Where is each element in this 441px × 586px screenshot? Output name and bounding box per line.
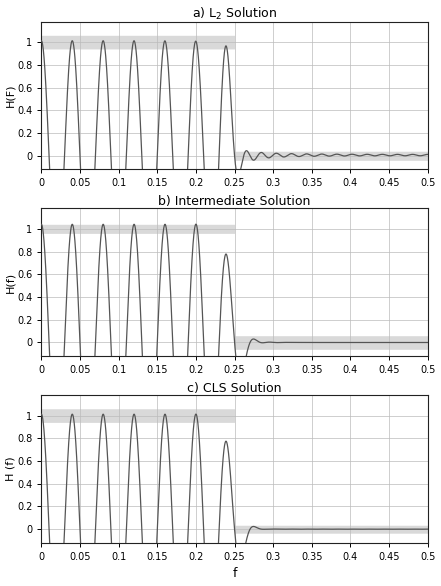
Title: b) Intermediate Solution: b) Intermediate Solution: [158, 195, 311, 209]
Title: c) CLS Solution: c) CLS Solution: [187, 382, 282, 395]
Y-axis label: H (f): H (f): [6, 456, 15, 481]
Y-axis label: H(F): H(F): [6, 84, 15, 107]
Title: a) L$_2$ Solution: a) L$_2$ Solution: [192, 5, 277, 22]
X-axis label: f: f: [232, 567, 237, 581]
Y-axis label: H(f): H(f): [6, 272, 15, 293]
